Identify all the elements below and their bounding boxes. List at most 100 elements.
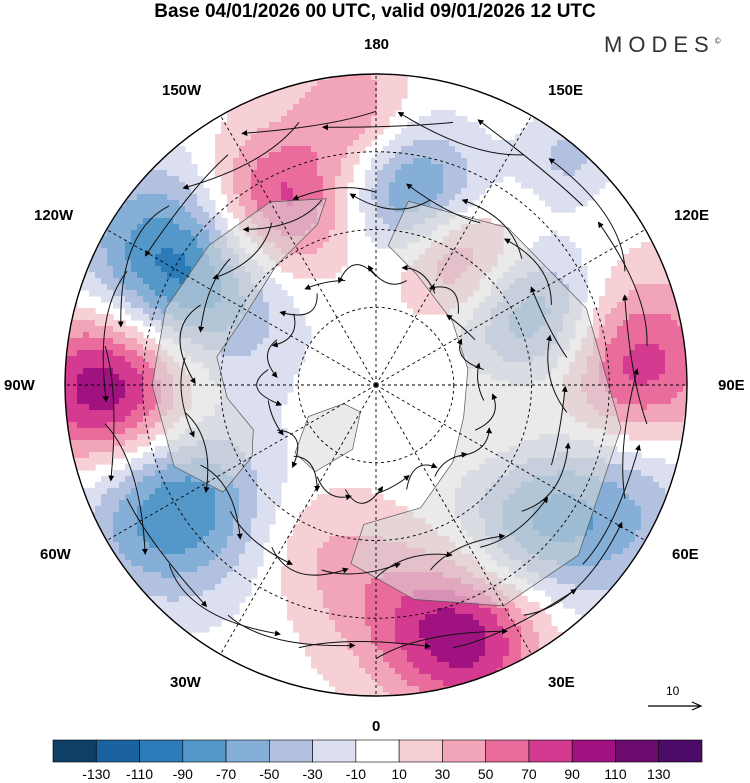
- field-cell: [251, 374, 258, 381]
- field-cell: [131, 332, 138, 339]
- field-cell: [479, 176, 486, 183]
- field-cell: [125, 494, 132, 501]
- field-cell: [287, 266, 294, 273]
- field-cell: [575, 134, 582, 141]
- field-cell: [209, 206, 216, 213]
- field-cell: [329, 116, 336, 123]
- field-cell: [257, 140, 264, 147]
- field-cell: [119, 386, 126, 393]
- field-cell: [671, 410, 678, 417]
- field-cell: [419, 200, 426, 207]
- field-cell: [245, 128, 252, 135]
- field-cell: [233, 392, 240, 399]
- field-cell: [263, 98, 270, 105]
- field-cell: [239, 320, 246, 327]
- field-cell: [77, 494, 84, 501]
- field-cell: [605, 350, 612, 357]
- field-cell: [143, 380, 150, 387]
- field-cell: [335, 188, 342, 195]
- field-cell: [245, 122, 252, 129]
- field-cell: [323, 110, 330, 117]
- field-cell: [185, 176, 192, 183]
- field-cell: [149, 188, 156, 195]
- field-cell: [605, 500, 612, 507]
- field-cell: [653, 254, 660, 261]
- field-cell: [593, 314, 600, 321]
- field-cell: [233, 362, 240, 369]
- field-cell: [149, 248, 156, 255]
- field-cell: [575, 176, 582, 183]
- field-cell: [545, 254, 552, 261]
- field-cell: [653, 428, 660, 435]
- field-cell: [683, 374, 687, 381]
- field-cell: [239, 398, 246, 405]
- field-cell: [389, 158, 396, 165]
- field-cell: [263, 446, 270, 453]
- field-cell: [245, 170, 252, 177]
- field-cell: [185, 224, 192, 231]
- field-cell: [587, 128, 594, 135]
- field-cell: [659, 368, 666, 375]
- field-cell: [119, 362, 126, 369]
- field-cell: [227, 482, 234, 489]
- field-cell: [119, 512, 126, 519]
- field-cell: [101, 482, 108, 489]
- field-cell: [569, 188, 576, 195]
- field-cell: [167, 482, 174, 489]
- field-cell: [659, 278, 666, 285]
- field-cell: [323, 170, 330, 177]
- field-cell: [89, 194, 96, 201]
- field-cell: [269, 470, 276, 477]
- field-cell: [155, 200, 162, 207]
- field-cell: [341, 140, 348, 147]
- field-cell: [299, 338, 306, 345]
- field-cell: [275, 500, 282, 507]
- field-cell: [653, 302, 660, 309]
- field-cell: [191, 512, 198, 519]
- field-cell: [425, 158, 432, 165]
- field-cell: [503, 164, 510, 171]
- field-cell: [71, 416, 78, 423]
- field-cell: [341, 116, 348, 123]
- field-cell: [131, 446, 138, 453]
- field-cell: [113, 506, 120, 513]
- field-cell: [365, 494, 372, 501]
- field-cell: [257, 344, 264, 351]
- field-cell: [215, 170, 222, 177]
- field-cell: [617, 482, 624, 489]
- field-cell: [83, 218, 90, 225]
- field-cell: [113, 134, 120, 141]
- field-cell: [83, 278, 90, 285]
- field-cell: [119, 140, 126, 147]
- field-cell: [563, 128, 570, 135]
- field-cell: [647, 404, 654, 411]
- field-cell: [203, 212, 210, 219]
- field-cell: [359, 146, 366, 153]
- field-cell: [485, 182, 492, 189]
- field-cell: [605, 482, 612, 489]
- field-cell: [65, 458, 72, 465]
- field-cell: [71, 500, 78, 507]
- field-cell: [443, 164, 450, 171]
- field-cell: [137, 380, 144, 387]
- field-cell: [209, 494, 216, 501]
- field-cell: [275, 494, 282, 501]
- field-cell: [89, 452, 96, 459]
- field-cell: [371, 110, 378, 117]
- field-cell: [83, 200, 90, 207]
- field-cell: [299, 314, 306, 321]
- field-cell: [101, 188, 108, 195]
- field-cell: [335, 80, 342, 87]
- field-cell: [341, 110, 348, 117]
- field-cell: [533, 170, 540, 177]
- field-cell: [293, 254, 300, 261]
- field-cell: [251, 356, 258, 363]
- field-cell: [347, 170, 354, 177]
- field-cell: [131, 152, 138, 159]
- field-cell: [617, 476, 624, 483]
- field-cell: [263, 506, 270, 513]
- field-cell: [647, 260, 654, 267]
- field-cell: [161, 194, 168, 201]
- field-cell: [113, 404, 120, 411]
